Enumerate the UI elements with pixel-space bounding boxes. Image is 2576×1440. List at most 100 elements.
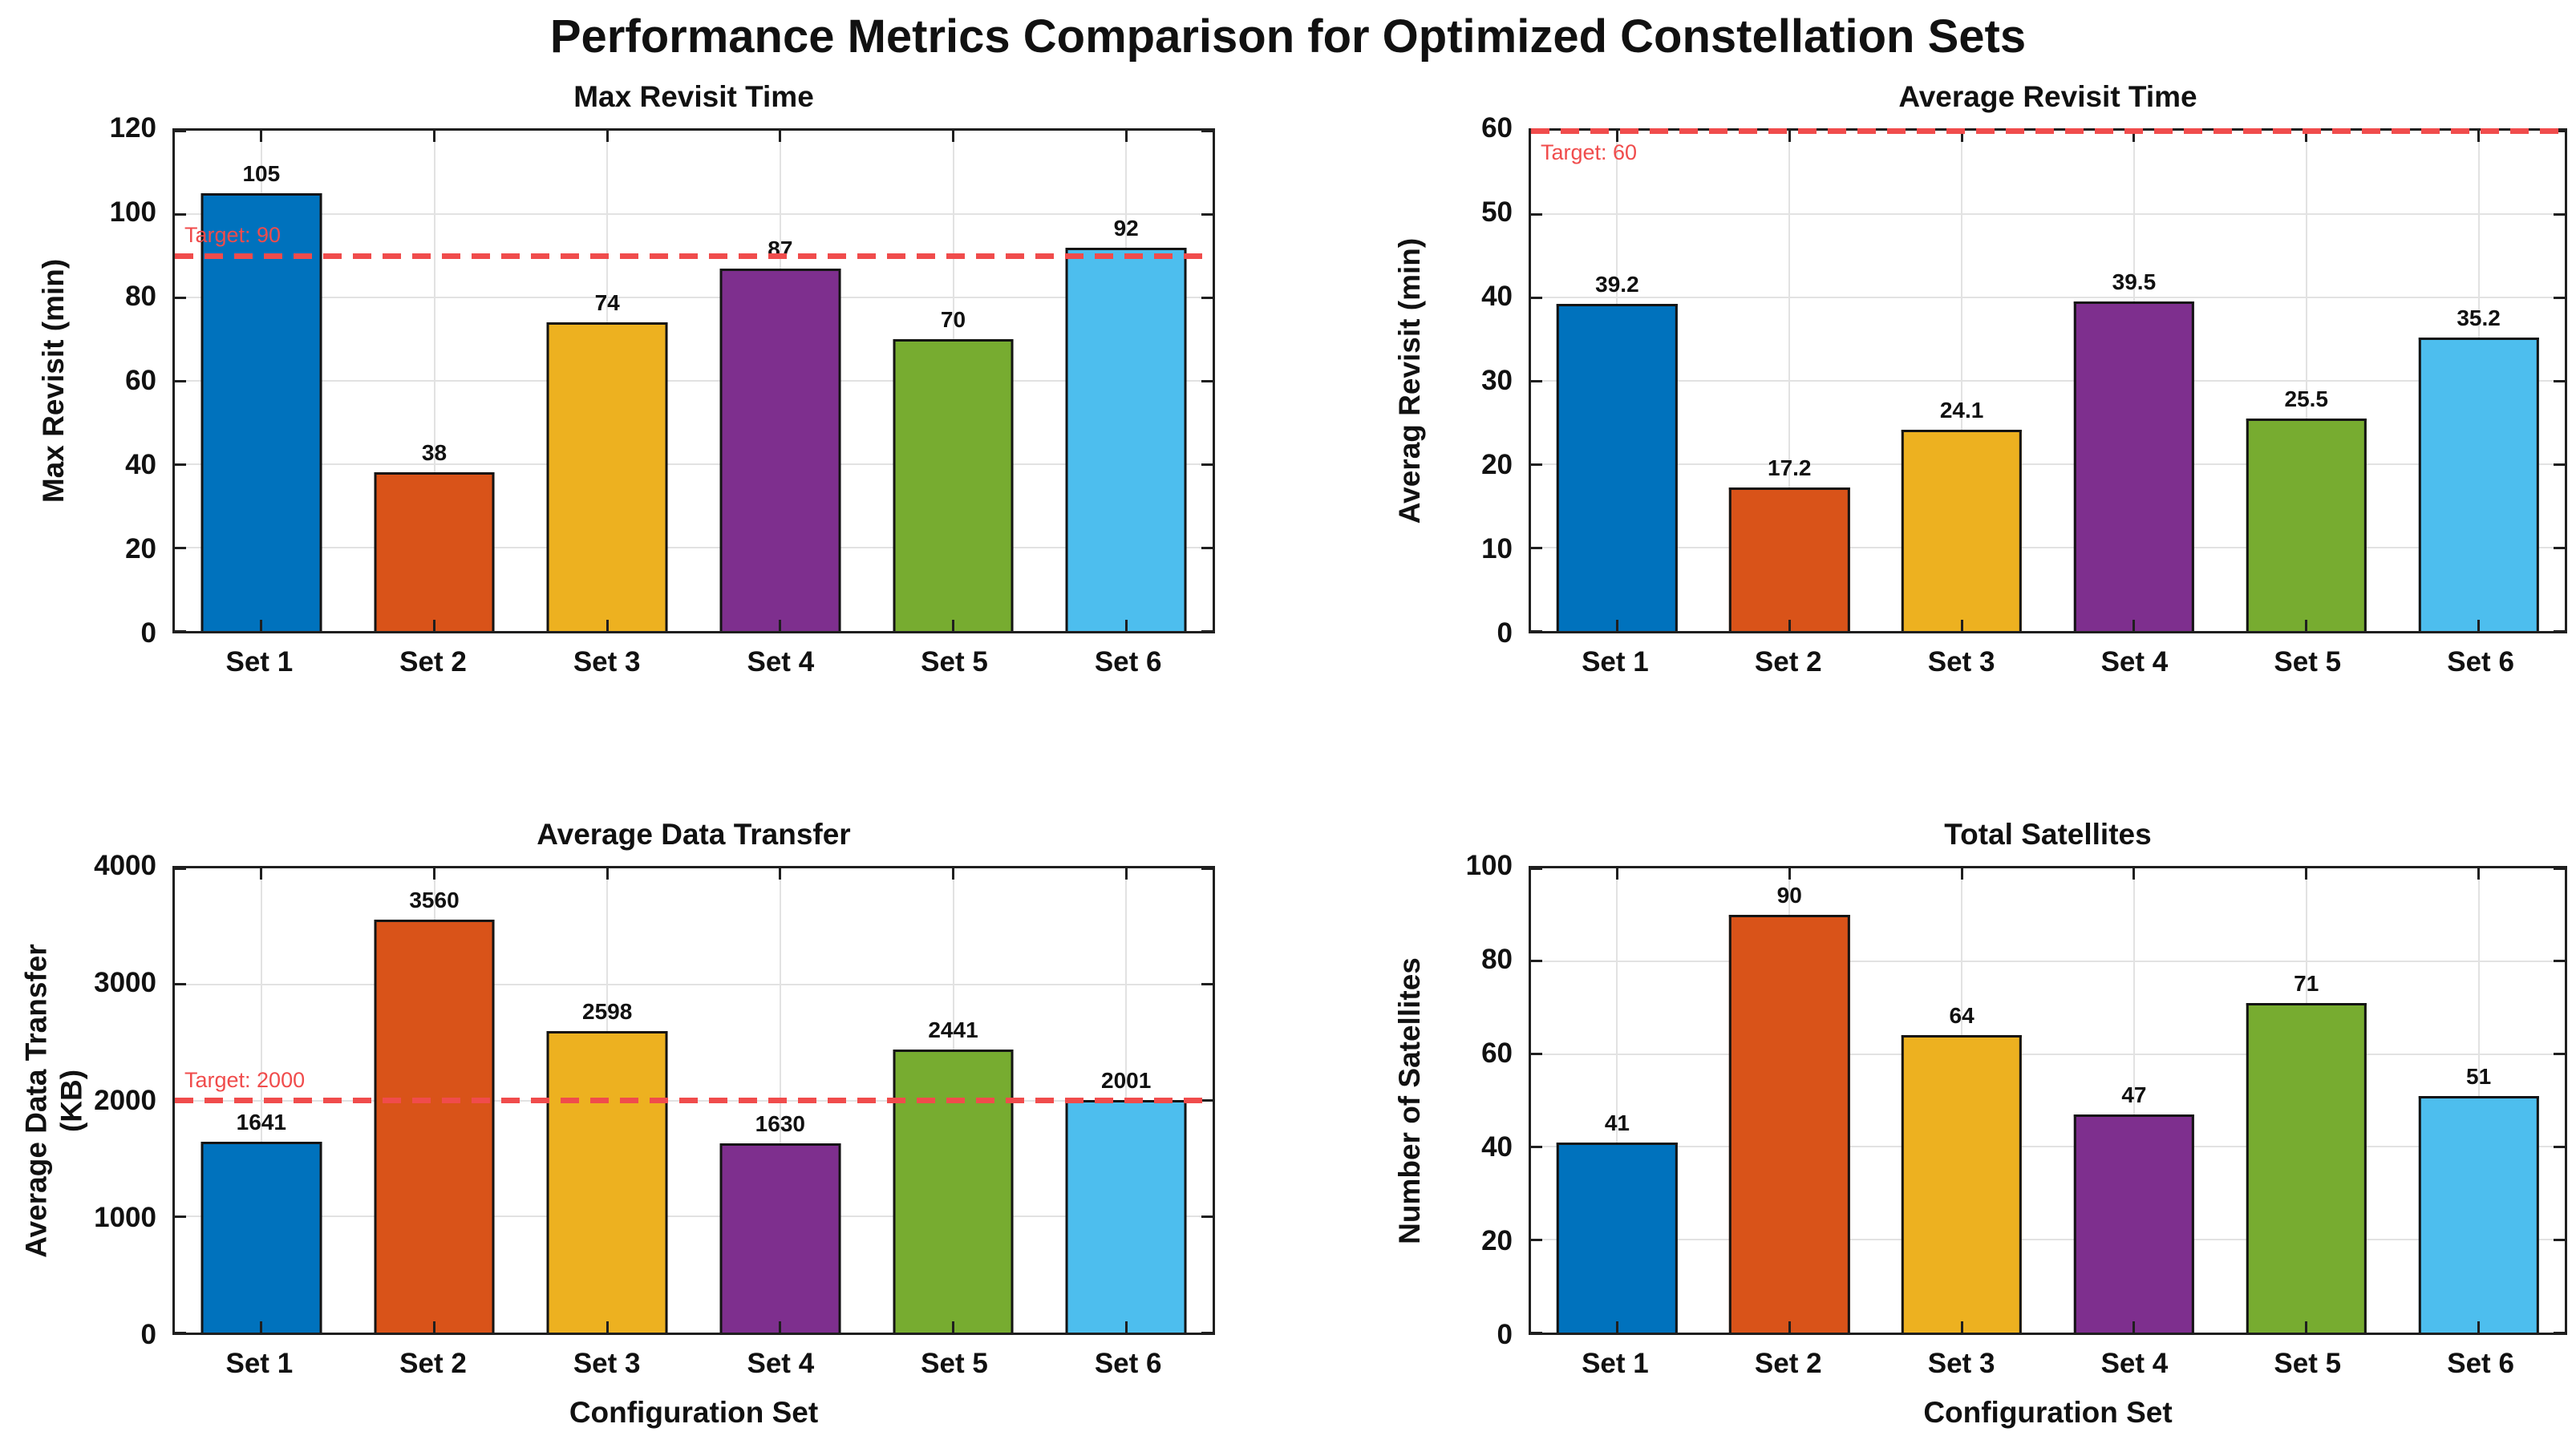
y-tick-mark xyxy=(1201,379,1213,382)
gridline-vertical xyxy=(1788,131,1791,631)
x-tick-mark xyxy=(1960,868,1963,880)
bar-set-5 xyxy=(893,1049,1014,1333)
y-tick-label: 20 xyxy=(1481,1225,1513,1256)
bar-set-3 xyxy=(1901,1035,2023,1333)
subplot-title: Max Revisit Time xyxy=(573,80,814,113)
subplot-title: Average Revisit Time xyxy=(1898,80,2197,113)
bar-value-label: 47 xyxy=(2121,1082,2147,1107)
bar-set-2 xyxy=(1729,914,1850,1333)
y-tick-mark xyxy=(2554,1145,2565,1148)
x-tick-mark xyxy=(1788,868,1791,880)
x-tick-mark xyxy=(433,620,435,631)
y-axis-label: Number of Satellites xyxy=(1392,957,1428,1244)
bar-set-6 xyxy=(2418,337,2539,631)
bar-value-label: 17.2 xyxy=(1768,455,1812,481)
x-tick-label: Set 2 xyxy=(1754,1348,1822,1379)
y-tick-label: 1000 xyxy=(94,1201,156,1233)
bar-set-5 xyxy=(2246,418,2367,631)
x-tick-mark xyxy=(779,131,782,142)
y-tick-mark xyxy=(2554,379,2565,382)
x-tick-mark xyxy=(2132,620,2136,631)
x-tick-mark xyxy=(1615,620,1618,631)
y-tick-mark xyxy=(1531,379,1542,382)
y-tick-label: 0 xyxy=(1497,617,1513,649)
plot-area: 41 90 64 47 71 51 xyxy=(1529,866,2567,1335)
gridline-vertical xyxy=(2132,868,2135,1333)
y-tick-label: 20 xyxy=(125,533,156,564)
y-tick-mark xyxy=(1201,629,1213,633)
bar-set-5 xyxy=(893,339,1014,631)
gridline-horizontal xyxy=(1531,297,2565,299)
subplot-title: Total Satellites xyxy=(1944,818,2152,851)
y-tick-label: 10 xyxy=(1481,533,1513,564)
x-tick-mark xyxy=(779,620,782,631)
x-tick-label: Set 6 xyxy=(1094,1348,1162,1379)
bar-set-1 xyxy=(1557,304,1678,631)
bar-set-4 xyxy=(2073,1114,2195,1333)
x-tick-mark xyxy=(606,620,609,631)
bar-set-5 xyxy=(2246,1002,2367,1333)
bar-value-label: 92 xyxy=(1113,215,1139,241)
y-tick-mark xyxy=(175,1215,186,1218)
x-tick-label: Set 5 xyxy=(921,646,988,678)
bar-value-label: 64 xyxy=(1949,1003,1975,1029)
y-tick-mark xyxy=(1531,1331,1542,1334)
x-tick-mark xyxy=(952,131,954,142)
bar-value-label: 2441 xyxy=(928,1017,978,1042)
bar-set-1 xyxy=(1557,1142,1678,1333)
y-tick-mark xyxy=(2554,296,2565,299)
subplot-title: Average Data Transfer xyxy=(537,818,851,851)
bar-value-label: 25.5 xyxy=(2284,386,2329,411)
gridline-horizontal xyxy=(175,1216,1213,1218)
x-tick-mark xyxy=(779,868,782,880)
x-tick-label: Set 1 xyxy=(1582,646,1649,678)
x-tick-label: Set 1 xyxy=(225,1348,294,1379)
plot-area: 1641 3560 2598 1630 2441 2001 Target: 2000 xyxy=(172,866,1215,1335)
bar-value-label: 38 xyxy=(421,440,448,466)
x-tick-mark xyxy=(2477,1321,2481,1333)
bar-set-3 xyxy=(1901,430,2023,631)
y-tick-mark xyxy=(175,296,186,299)
target-line-label: Target: 90 xyxy=(184,223,281,247)
y-tick-mark xyxy=(2554,629,2565,633)
y-tick-mark xyxy=(1531,1053,1542,1056)
y-tick-mark xyxy=(2554,463,2565,466)
bar-value-label: 3560 xyxy=(409,887,460,912)
y-tick-mark xyxy=(175,867,186,870)
x-tick-label: Set 6 xyxy=(2447,646,2514,678)
x-tick-mark xyxy=(1124,131,1128,142)
y-tick-mark xyxy=(1531,629,1542,633)
bar-value-label: 35.2 xyxy=(2457,305,2501,330)
y-tick-label: 0 xyxy=(140,1319,156,1350)
y-tick-mark xyxy=(2554,212,2565,216)
y-axis-label-line1: Number of Satellites xyxy=(1393,957,1427,1244)
y-tick-mark xyxy=(1201,1331,1213,1334)
subplot-average-revisit-time: Average Revisit Time Averag Revisit (min… xyxy=(1288,0,2576,720)
x-tick-label: Set 3 xyxy=(573,1348,641,1379)
x-tick-mark xyxy=(606,131,609,142)
bar-set-6 xyxy=(2418,1095,2539,1333)
y-tick-mark xyxy=(175,379,186,382)
gridline-horizontal xyxy=(1531,960,2565,962)
x-tick-mark xyxy=(2477,868,2481,880)
y-tick-mark xyxy=(1201,296,1213,299)
y-tick-mark xyxy=(2554,1053,2565,1056)
gridline-horizontal xyxy=(1531,1239,2565,1241)
x-tick-mark xyxy=(1124,1321,1128,1333)
target-line-label: Target: 2000 xyxy=(184,1067,306,1092)
x-tick-mark xyxy=(606,1321,609,1333)
bar-set-2 xyxy=(1729,487,1850,631)
bar-value-label: 74 xyxy=(594,290,620,316)
x-tick-label: Set 3 xyxy=(573,646,641,678)
x-tick-mark xyxy=(1960,620,1963,631)
bar-set-1 xyxy=(200,1142,322,1333)
y-tick-label: 120 xyxy=(109,112,156,144)
bar-value-label: 39.5 xyxy=(2112,269,2157,295)
x-tick-label: Set 4 xyxy=(747,646,815,678)
y-tick-label: 4000 xyxy=(94,850,156,881)
y-tick-mark xyxy=(2554,960,2565,963)
y-tick-mark xyxy=(1201,129,1213,132)
y-tick-mark xyxy=(175,1331,186,1334)
x-tick-mark xyxy=(2305,868,2308,880)
